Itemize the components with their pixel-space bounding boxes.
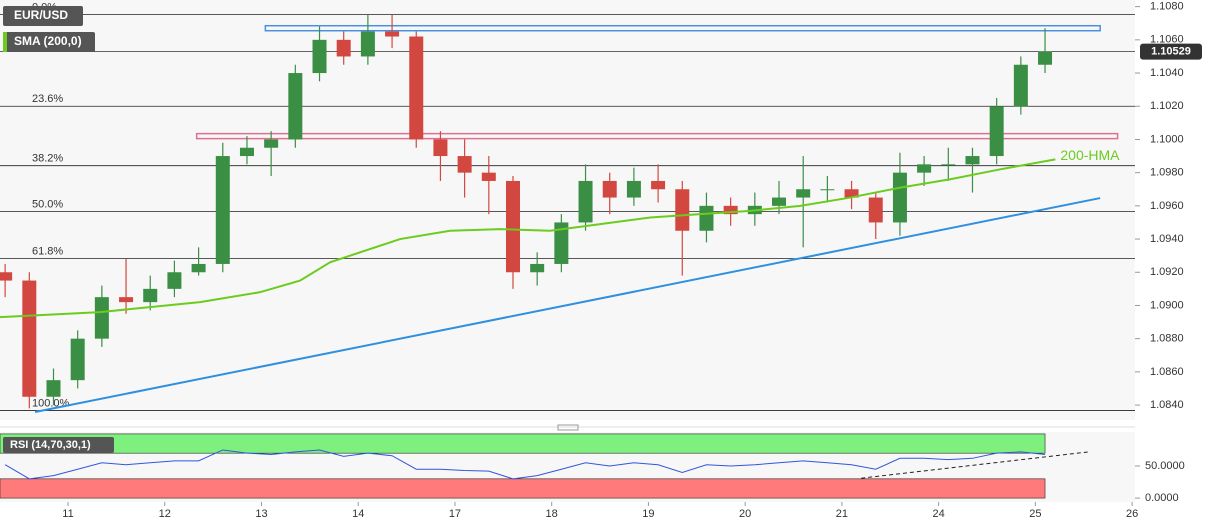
candle-body xyxy=(94,297,109,339)
indicator: SMA (200,0) xyxy=(14,34,82,48)
x-tick-label: 12 xyxy=(159,508,171,520)
candle-body xyxy=(989,106,1004,157)
y-tick-label: 1.0940 xyxy=(1150,233,1184,245)
candle-body xyxy=(868,197,883,223)
hma-line xyxy=(0,158,1056,319)
y-tick-label: 0.0000 xyxy=(1145,492,1179,504)
candle-body xyxy=(1038,51,1053,65)
x-tick-label: 21 xyxy=(836,508,848,520)
candle-body xyxy=(409,36,424,140)
y-tick-label: 1.0880 xyxy=(1150,333,1184,345)
x-tick-label: 13 xyxy=(255,508,267,520)
candle-body xyxy=(360,31,375,57)
rsi-line xyxy=(4,449,1046,480)
y-tick-label: 1.0840 xyxy=(1150,399,1184,411)
y-tick-label: 1.0980 xyxy=(1150,167,1184,179)
zone xyxy=(195,132,1119,140)
candle-body xyxy=(1013,64,1028,107)
zone xyxy=(264,24,1101,32)
x-tick-label: 24 xyxy=(933,508,945,520)
candle-body xyxy=(119,297,134,303)
fib-label: 38.2% xyxy=(32,153,63,165)
last-price-label: 1.10529 xyxy=(1151,46,1191,58)
y-tick-label: 1.1060 xyxy=(1150,34,1184,46)
candle-body xyxy=(0,272,13,281)
y-tick-label: 1.1080 xyxy=(1150,1,1184,13)
symbol: EUR/USD xyxy=(14,8,68,22)
rsi-band xyxy=(0,433,1046,454)
candle-body xyxy=(457,156,472,173)
candle-body xyxy=(941,164,956,166)
price-panel xyxy=(0,0,1135,420)
y-tick-label: 1.0920 xyxy=(1150,266,1184,278)
resize-handle[interactable] xyxy=(557,424,579,431)
hma-label: 200-HMA xyxy=(1060,147,1120,163)
candle-body xyxy=(70,338,85,381)
candle-body xyxy=(772,197,787,206)
candle-body xyxy=(723,205,738,215)
rsi-band xyxy=(0,478,1046,499)
rsi-title: RSI (14,70,30,1) xyxy=(10,439,91,451)
candle-body xyxy=(917,164,932,173)
fib-label: 100.0% xyxy=(32,397,70,409)
candle-body xyxy=(385,31,400,37)
x-tick-label: 25 xyxy=(1029,508,1041,520)
candle-body xyxy=(143,288,158,303)
candle-body xyxy=(433,139,448,157)
candle-body xyxy=(46,380,61,397)
x-tick-label: 17 xyxy=(449,508,461,520)
rsi-title-box xyxy=(3,437,114,453)
candle-body xyxy=(481,172,496,181)
candle-body xyxy=(892,172,907,223)
y-tick-label: 1.1020 xyxy=(1150,100,1184,112)
candle-body xyxy=(215,156,230,264)
x-tick-label: 14 xyxy=(352,508,364,520)
y-tick-label: 1.0900 xyxy=(1150,299,1184,311)
candle-body xyxy=(336,39,351,57)
candle-body xyxy=(651,180,666,190)
y-tick-label: 1.0960 xyxy=(1150,200,1184,212)
candle-body xyxy=(530,263,545,273)
x-tick-label: 18 xyxy=(546,508,558,520)
fib-label: 50.0% xyxy=(32,199,63,211)
candle-body xyxy=(239,147,254,157)
candle-body xyxy=(264,139,279,148)
candle-body xyxy=(167,272,182,289)
candle-body xyxy=(602,180,617,198)
x-tick-label: 19 xyxy=(642,508,654,520)
y-tick-label: 1.1000 xyxy=(1150,133,1184,145)
candle-body xyxy=(312,39,327,74)
candle-body xyxy=(554,222,569,264)
candle-body xyxy=(965,156,980,165)
y-tick-label: 50.0000 xyxy=(1145,460,1185,472)
candle-body xyxy=(699,205,714,231)
x-tick-label: 20 xyxy=(739,508,751,520)
candle-body xyxy=(626,180,641,198)
candle-body xyxy=(796,189,811,198)
candle-body xyxy=(191,263,206,273)
y-tick-label: 1.1040 xyxy=(1150,67,1184,79)
indicator-box xyxy=(3,32,95,52)
candle-body xyxy=(675,189,690,231)
indicator-swatch xyxy=(3,32,7,52)
candle-body xyxy=(578,180,593,223)
candle-body xyxy=(22,280,37,397)
fib-label: 23.6% xyxy=(32,93,63,105)
candle-body xyxy=(844,189,859,198)
y-tick-label: 1.0860 xyxy=(1150,366,1184,378)
candle-body xyxy=(820,189,835,191)
symbol-box xyxy=(3,6,83,26)
candle-body xyxy=(288,73,303,140)
last-price-tag xyxy=(1140,43,1202,60)
candle-body xyxy=(505,180,520,273)
trendline xyxy=(34,197,1101,414)
x-tick-label: 26 xyxy=(1126,508,1138,520)
fib-label: 61.8% xyxy=(32,246,63,258)
rsi-trendline xyxy=(861,451,1089,479)
x-tick-label: 11 xyxy=(62,508,73,520)
